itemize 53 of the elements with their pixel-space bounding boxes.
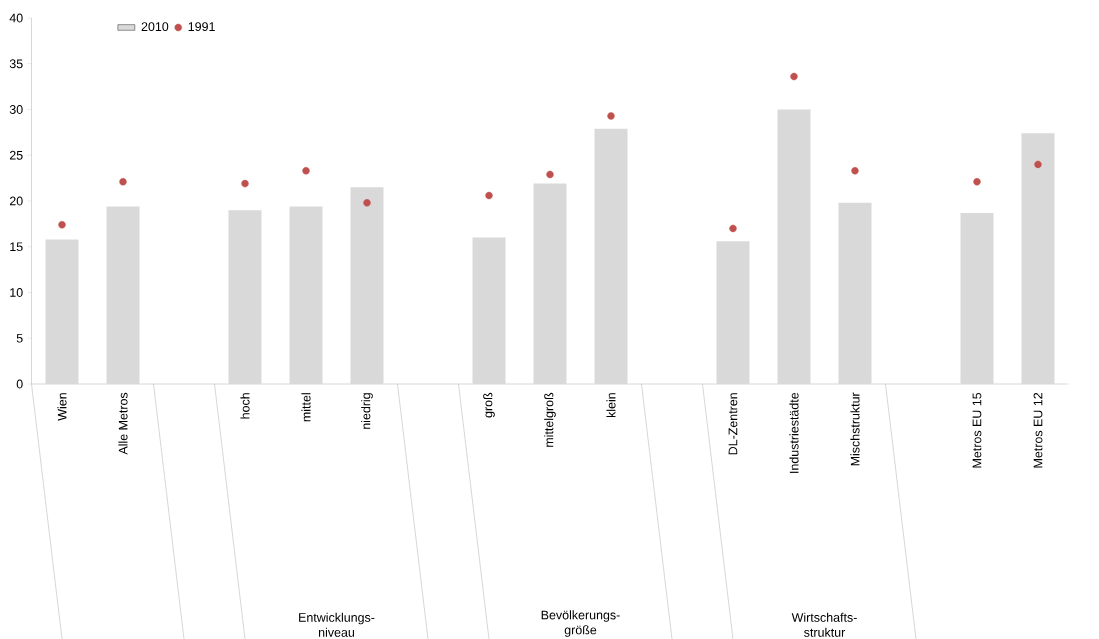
x-tick-label: Mischstruktur — [850, 392, 860, 466]
x-tick-label: Alle Metros — [118, 392, 128, 455]
point — [119, 178, 127, 186]
text: Bevölkerungs-größe — [541, 610, 620, 637]
x-tick-label: Metros EU 12 — [1033, 392, 1043, 468]
y-tick-label: 5 — [16, 333, 23, 343]
y-tick-label: 30 — [9, 105, 23, 114]
point — [58, 221, 66, 229]
bar — [716, 241, 750, 384]
bar — [533, 183, 567, 384]
point — [241, 179, 249, 188]
point — [363, 199, 371, 207]
y-tick-label: 0 — [16, 379, 23, 389]
bar — [350, 187, 384, 384]
point — [1034, 160, 1042, 169]
point — [546, 170, 554, 179]
bar — [960, 212, 994, 384]
legend-label: 2010 — [141, 22, 169, 31]
text: Entwicklungs-niveau — [299, 612, 375, 637]
x-tick-label: Metros EU 15 — [972, 392, 982, 468]
bar — [838, 202, 872, 384]
point — [851, 167, 859, 175]
y-tick-label: 10 — [10, 288, 23, 297]
x-tick-label: Industriestädte — [789, 392, 799, 473]
x-tick-label: DL-Zentren — [728, 393, 738, 455]
point — [485, 191, 493, 200]
point — [302, 167, 310, 175]
y-tick-label: 20 — [9, 196, 23, 206]
x-tick-label: klein — [606, 393, 616, 418]
bar — [45, 239, 79, 384]
x-tick-label: niedrig — [361, 393, 373, 429]
bar — [228, 210, 262, 384]
y-tick-label: 25 — [9, 150, 23, 160]
bar — [594, 128, 628, 384]
text: Wirtschafts-struktur — [791, 612, 857, 637]
x-tick-label: mittel — [301, 393, 311, 422]
x-tick-label: Wien — [57, 393, 67, 421]
point — [729, 224, 737, 233]
bar — [106, 206, 140, 384]
x-tick-label: mittelgroß — [544, 392, 556, 447]
x-tick-label: groß — [483, 392, 495, 418]
bar — [289, 206, 323, 384]
legend-label: 1991 — [188, 22, 215, 31]
point — [607, 112, 615, 120]
y-tick-label: 15 — [10, 242, 23, 252]
point — [973, 178, 981, 186]
bar — [777, 109, 811, 384]
y-tick-label: 35 — [9, 59, 23, 69]
bar — [1021, 133, 1055, 384]
y-tick-label: 40 — [9, 13, 23, 23]
x-tick-label: hoch — [240, 393, 250, 419]
point — [790, 72, 798, 81]
bar — [472, 237, 506, 384]
